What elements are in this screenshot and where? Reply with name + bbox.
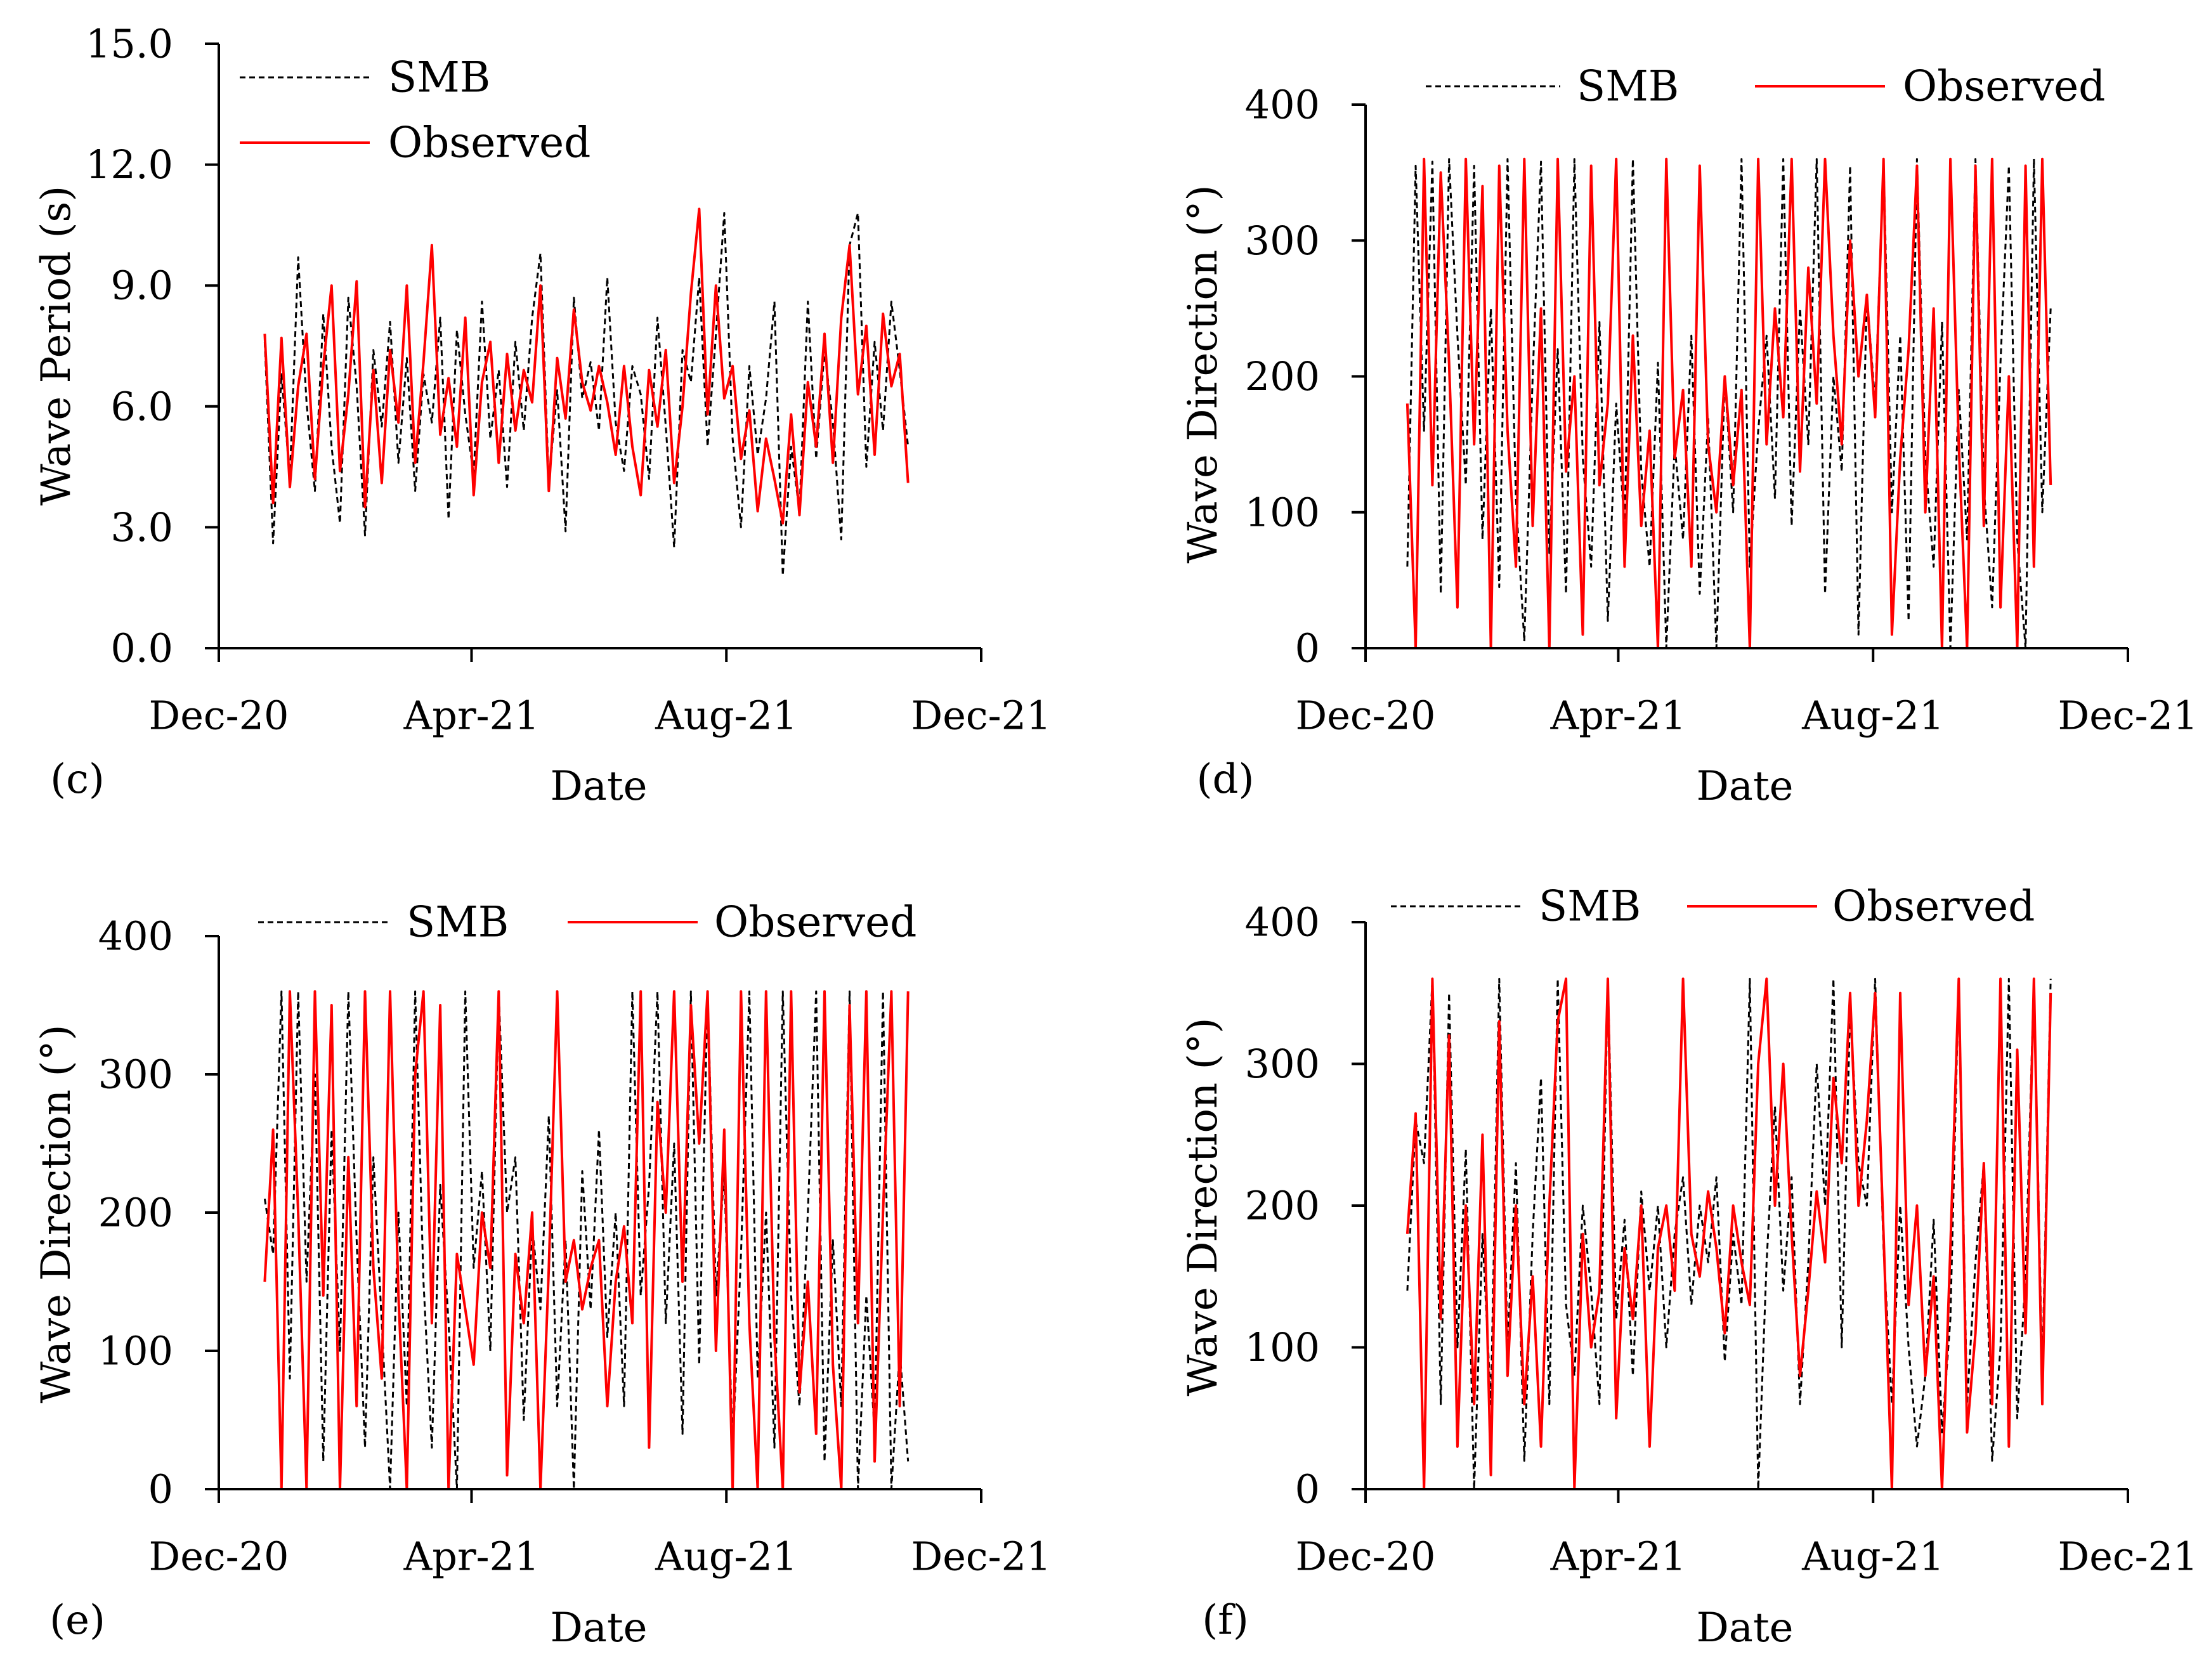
legend-d: SMB Observed (1426, 62, 2105, 111)
x-tick-label: Dec-21 (911, 693, 1052, 739)
x-tick-label: Apr-21 (1549, 693, 1686, 739)
y-tick-label: 15.0 (86, 21, 173, 67)
observed-series-line (263, 990, 910, 1490)
panel-label: (d) (1197, 756, 1255, 803)
y-axis-title: Wave Direction (°) (1180, 1017, 1227, 1396)
x-axis-title: Date (550, 1605, 647, 1651)
y-tick-label: 400 (1245, 82, 1320, 128)
x-axis-title: Date (550, 763, 647, 810)
plot-area-c: 0.0 3.0 6.0 9.0 12.0 15.0 Dec-20 Apr-21 Aug-21 De… (86, 21, 1052, 739)
smb-series-line (1406, 158, 2052, 649)
y-axis-title: Wave Period (s) (33, 186, 80, 506)
legend-f: SMB Observed (1391, 882, 2035, 931)
x-tick-label: Dec-21 (911, 1533, 1052, 1580)
panel-label: (e) (49, 1597, 105, 1644)
y-tick-label: 300 (98, 1052, 173, 1098)
x-tick-label: Aug-21 (1801, 693, 1944, 739)
x-tick-label: Aug-21 (655, 1533, 797, 1580)
y-tick-label: 300 (1245, 1041, 1320, 1087)
panel-label: (f) (1202, 1597, 1249, 1644)
observed-series-line (1406, 157, 2052, 649)
y-tick-label: 400 (98, 913, 173, 960)
plot-area-e: 0 100 200 300 400 Dec-20 Apr-21 Aug-21 Dec-21 (98, 913, 1052, 1580)
y-tick-label: 3.0 (110, 504, 173, 550)
y-tick-label: 100 (1245, 489, 1320, 535)
y-axis-title: Wave Direction (°) (33, 1024, 80, 1403)
plot-area-d: 0 100 200 300 400 Dec-20 Apr-21 Aug-21 Dec-21 (1245, 82, 2198, 739)
x-tick-label: Aug-21 (655, 693, 797, 739)
x-tick-label: Dec-21 (2058, 693, 2198, 739)
y-tick-label: 200 (1245, 353, 1320, 400)
y-axis-title: Wave Direction (°) (1180, 185, 1227, 563)
x-tick-label: Apr-21 (403, 693, 539, 739)
legend-smb-label: SMB (388, 53, 490, 102)
x-tick-label: Apr-21 (403, 1533, 539, 1580)
panel-c: 0.0 3.0 6.0 9.0 12.0 15.0 Dec-20 Apr-21 Aug-21 De… (33, 21, 1051, 811)
y-tick-label: 200 (1245, 1183, 1320, 1229)
x-tick-label: Dec-20 (1296, 1533, 1436, 1580)
x-axis-title: Date (1696, 1605, 1793, 1651)
panel-label: (c) (50, 756, 105, 803)
x-tick-label: Apr-21 (1549, 1533, 1686, 1580)
y-tick-label: 6.0 (110, 383, 173, 429)
y-tick-label: 200 (98, 1190, 173, 1236)
y-tick-label: 12.0 (86, 141, 173, 188)
panel-d: 0 100 200 300 400 Dec-20 Apr-21 Aug-21 Dec-21 SM… (1180, 62, 2198, 811)
y-tick-label: 300 (1245, 218, 1320, 264)
legend-observed-label: Observed (1903, 62, 2105, 111)
observed-series-line (263, 207, 910, 524)
legend-smb-label: SMB (407, 898, 509, 947)
plot-area-f: 0 100 200 300 400 Dec-20 Apr-21 Aug-21 Dec-21 (1245, 899, 2198, 1580)
y-tick-label: 9.0 (110, 263, 173, 309)
x-tick-label: Dec-20 (149, 1533, 289, 1580)
panel-e: 0 100 200 300 400 Dec-20 Apr-21 Aug-21 Dec-21 SM… (33, 898, 1051, 1652)
legend-observed-label: Observed (714, 898, 916, 947)
legend-observed-label: Observed (1832, 882, 2035, 931)
y-tick-label: 100 (1245, 1324, 1320, 1371)
x-tick-label: Dec-21 (2058, 1533, 2198, 1580)
x-tick-label: Aug-21 (1801, 1533, 1944, 1580)
y-tick-label: 0 (1295, 1466, 1320, 1513)
y-tick-label: 0.0 (110, 625, 173, 672)
y-tick-label: 100 (98, 1328, 173, 1374)
y-tick-label: 400 (1245, 899, 1320, 946)
x-axis-title: Date (1696, 763, 1793, 810)
legend-e: SMB Observed (258, 898, 916, 947)
legend-observed-label: Observed (388, 119, 590, 167)
legend-smb-label: SMB (1539, 882, 1641, 931)
y-tick-label: 0 (1295, 625, 1320, 672)
legend-smb-label: SMB (1577, 62, 1679, 111)
legend-c: SMB Observed (240, 53, 590, 167)
y-tick-label: 0 (148, 1466, 173, 1513)
x-tick-label: Dec-20 (149, 693, 289, 739)
panel-f: 0 100 200 300 400 Dec-20 Apr-21 Aug-21 Dec-21 SM… (1180, 882, 2198, 1652)
observed-series-line (1406, 977, 2052, 1490)
x-tick-label: Dec-20 (1296, 693, 1436, 739)
